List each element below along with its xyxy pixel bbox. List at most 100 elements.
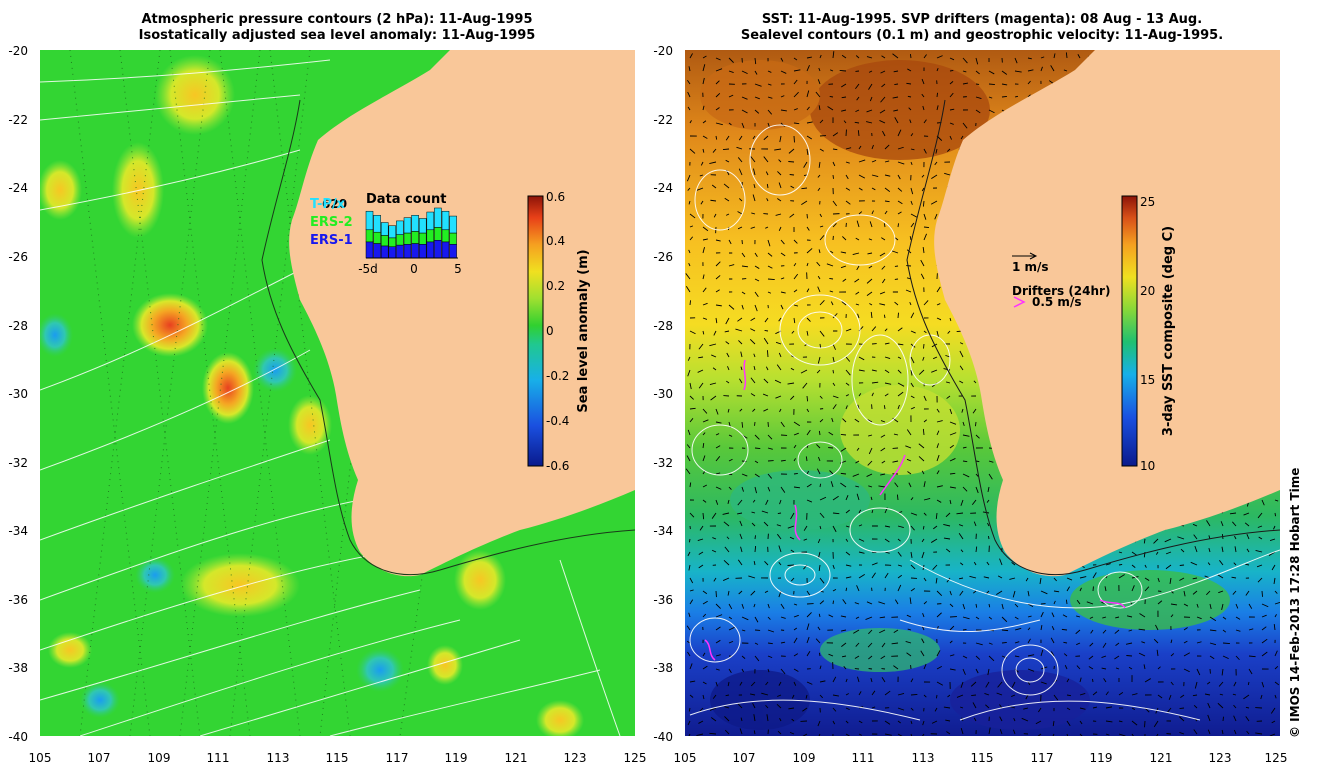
left-land — [289, 50, 635, 577]
velocity-vector — [689, 120, 692, 124]
velocity-vector — [897, 404, 900, 410]
velocity-vector — [897, 391, 904, 397]
velocity-vector — [1255, 549, 1263, 553]
sst-colorbar-tick: 15 — [1140, 373, 1155, 387]
velocity-vector — [754, 304, 758, 312]
left-lat-label: -20 — [8, 44, 28, 58]
velocity-vector — [767, 434, 773, 440]
velocity-vector — [806, 148, 809, 156]
velocity-vector — [793, 69, 801, 72]
velocity-vector — [1222, 616, 1227, 620]
velocity-vector — [793, 421, 801, 427]
velocity-vector — [883, 223, 886, 228]
velocity-vector — [999, 558, 1003, 566]
velocity-vector — [949, 458, 956, 462]
velocity-vector — [855, 237, 860, 241]
velocity-vector — [923, 300, 929, 306]
velocity-vector — [818, 733, 821, 736]
velocity-vector — [750, 317, 756, 322]
velocity-vector — [922, 613, 925, 618]
velocity-vector — [830, 301, 834, 306]
velocity-vector — [1027, 627, 1031, 631]
velocity-vector — [986, 561, 990, 566]
velocity-vector — [832, 51, 835, 59]
inset-title: Data count — [366, 192, 446, 207]
velocity-vector — [1170, 653, 1175, 657]
velocity-vector — [1118, 574, 1125, 579]
right-lat-label: -20 — [653, 44, 673, 58]
velocity-vector — [880, 447, 886, 452]
velocity-vector — [855, 616, 860, 619]
velocity-vector — [764, 561, 769, 566]
velocity-vector — [866, 473, 873, 477]
velocity-vector — [906, 82, 912, 85]
velocity-vector — [711, 512, 717, 519]
velocity-vector — [866, 601, 873, 605]
velocity-vector — [1040, 681, 1047, 685]
velocity-vector — [754, 460, 759, 464]
velocity-vector — [879, 291, 886, 295]
velocity-vector — [921, 626, 925, 631]
velocity-vector — [999, 729, 1003, 735]
sst-colorbar-tick: 20 — [1140, 284, 1155, 298]
velocity-vector — [715, 289, 720, 293]
velocity-vector — [715, 445, 721, 449]
velocity-vector — [764, 330, 769, 332]
velocity-vector — [686, 640, 691, 644]
velocity-vector — [910, 395, 915, 399]
velocity-vector — [931, 174, 938, 180]
velocity-vector — [962, 629, 967, 631]
velocity-vector — [725, 341, 730, 345]
velocity-vector — [702, 512, 705, 520]
velocity-vector — [1001, 655, 1008, 659]
velocity-vector — [907, 68, 912, 72]
velocity-vector — [702, 330, 705, 335]
inset-bar-segment — [396, 220, 404, 235]
velocity-vector — [1258, 536, 1263, 540]
velocity-vector — [1131, 564, 1136, 568]
velocity-vector — [949, 92, 954, 98]
velocity-vector — [689, 148, 696, 154]
velocity-vector — [778, 352, 782, 358]
velocity-vector — [1217, 574, 1224, 579]
velocity-vector — [818, 652, 821, 657]
velocity-vector — [854, 655, 860, 659]
velocity-vector — [806, 395, 809, 402]
velocity-vector — [1235, 629, 1241, 632]
velocity-vector — [753, 560, 756, 566]
velocity-vector — [790, 185, 795, 189]
velocity-vector — [818, 249, 821, 254]
velocity-vector — [715, 135, 718, 140]
velocity-vector — [806, 121, 813, 124]
velocity-vector — [741, 70, 748, 75]
velocity-vector — [1261, 626, 1267, 631]
velocity-vector — [867, 252, 873, 255]
velocity-vector — [845, 187, 851, 191]
inset-bar-segment — [411, 215, 419, 232]
velocity-vector — [1063, 69, 1068, 72]
velocity-vector — [752, 194, 756, 202]
velocity-vector — [754, 265, 760, 269]
left-shelf-line — [261, 99, 635, 576]
velocity-vector — [918, 369, 925, 375]
velocity-vector — [1027, 654, 1035, 657]
velocity-vector — [871, 392, 874, 397]
right-lon-label: 125 — [1265, 751, 1288, 765]
velocity-vector — [852, 473, 860, 477]
inset-bar-segment — [380, 235, 389, 247]
right-map — [685, 50, 1280, 736]
velocity-vector — [741, 616, 749, 621]
velocity-vector — [713, 330, 717, 336]
velocity-vector — [754, 278, 760, 282]
velocity-vector — [715, 603, 721, 609]
velocity-vector — [988, 109, 995, 114]
velocity-vector — [832, 676, 837, 683]
velocity-vector — [960, 706, 964, 709]
velocity-vector — [696, 187, 704, 191]
velocity-vector — [778, 545, 782, 553]
velocity-vector — [780, 70, 787, 74]
velocity-vector — [988, 642, 993, 645]
velocity-vector — [702, 455, 706, 462]
velocity-vector — [741, 655, 746, 659]
velocity-vector — [715, 639, 721, 644]
